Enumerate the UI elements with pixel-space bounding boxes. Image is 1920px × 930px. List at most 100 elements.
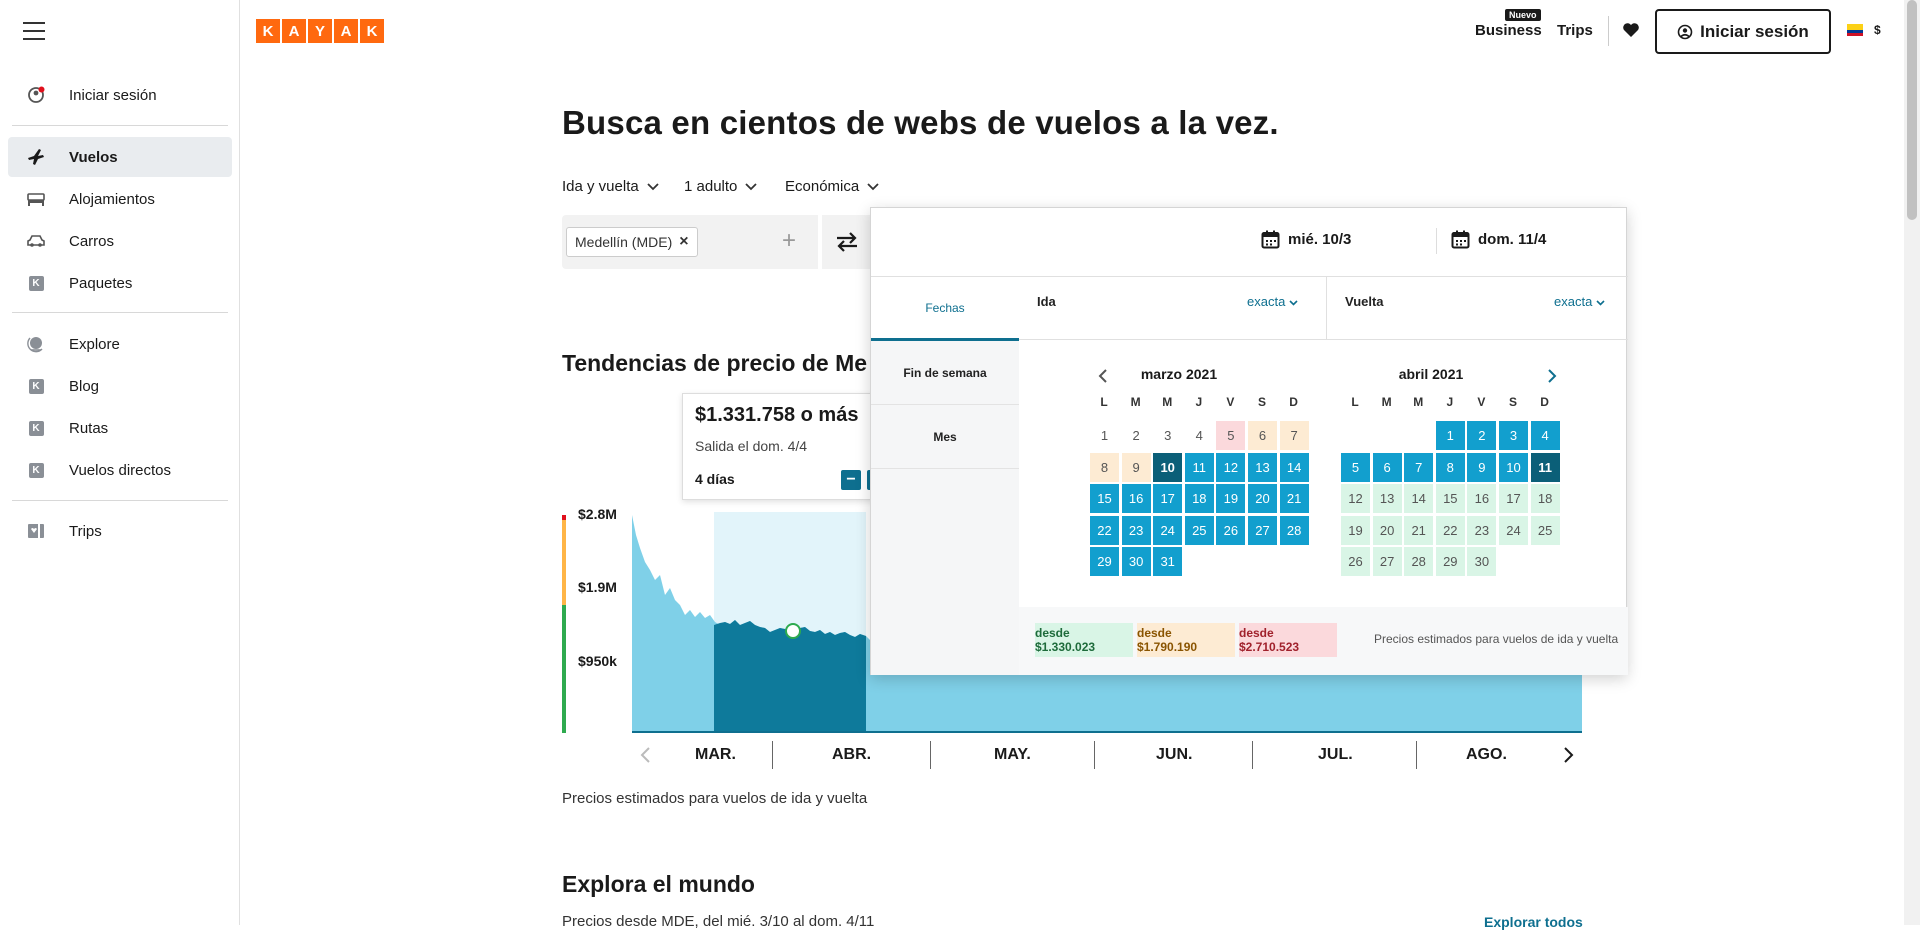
sidebar-item-rutas[interactable]: K Rutas [8, 408, 232, 448]
sidebar-item-paquetes[interactable]: K Paquetes [8, 263, 232, 303]
month-label[interactable]: JUN. [1156, 746, 1193, 763]
calendar-day[interactable]: 30 [1467, 547, 1497, 576]
calendar-day[interactable]: 18 [1184, 484, 1214, 513]
remove-origin-icon[interactable]: × [679, 233, 689, 250]
calendar-day[interactable]: 1 [1100, 428, 1109, 443]
calendar-day[interactable]: 29 [1090, 547, 1119, 576]
calendar-day[interactable]: 16 [1467, 484, 1497, 513]
calendar-day[interactable]: 5 [1216, 421, 1246, 450]
business-link[interactable]: Business [1475, 21, 1542, 39]
calendar-day[interactable]: 3 [1499, 421, 1528, 450]
decrease-days-button[interactable]: − [841, 470, 861, 490]
tab-fechas[interactable]: Fechas [871, 277, 1019, 341]
tab-mes[interactable]: Mes [871, 405, 1019, 469]
calendar-day[interactable]: 23 [1121, 515, 1151, 545]
calendar-day[interactable]: 9 [1467, 452, 1497, 482]
calendar-day[interactable]: 28 [1279, 515, 1309, 545]
calendar-day[interactable]: 14 [1404, 484, 1434, 513]
sidebar-item-explore[interactable]: Explore [8, 324, 232, 364]
calendar-day[interactable]: 26 [1216, 515, 1246, 545]
explore-all-link[interactable]: Explorar todos [1484, 914, 1583, 930]
calendar-day[interactable]: 15 [1435, 484, 1465, 513]
calendar-day[interactable]: 30 [1121, 547, 1151, 576]
calendar-day[interactable]: 7 [1404, 452, 1434, 482]
calendar-day[interactable]: 2 [1467, 421, 1497, 450]
calendar-day[interactable]: 22 [1435, 515, 1465, 545]
chevron-left-icon[interactable] [639, 746, 653, 764]
calendar-day[interactable]: 17 [1153, 484, 1183, 513]
calendar-day[interactable]: 6 [1248, 421, 1277, 450]
calendar-day[interactable]: 3 [1164, 428, 1172, 443]
calendar-day[interactable]: 1 [1435, 421, 1465, 450]
next-month-icon[interactable] [1546, 368, 1558, 384]
calendar-day[interactable]: 25 [1184, 515, 1214, 545]
calendar-day[interactable]: 27 [1248, 515, 1277, 545]
calendar-day[interactable]: 7 [1279, 421, 1309, 450]
calendar-day[interactable]: 15 [1090, 484, 1119, 513]
sidebar-item-blog[interactable]: K Blog [8, 366, 232, 406]
currency-selector[interactable]: $ [1847, 0, 1881, 60]
signin-button[interactable]: Iniciar sesión [1655, 9, 1831, 54]
prev-month-icon[interactable] [1097, 368, 1109, 384]
month-label[interactable]: JUL. [1318, 746, 1353, 763]
depart-date-field[interactable]: mié. 10/3 [1261, 230, 1351, 249]
ida-exacta-dropdown[interactable]: exacta [1247, 294, 1298, 309]
calendar-day[interactable]: 6 [1372, 452, 1402, 482]
month-label[interactable]: MAR. [695, 746, 736, 763]
sidebar-item-trips[interactable]: Trips [8, 511, 232, 551]
chevron-right-icon[interactable] [1561, 746, 1575, 764]
cabin-dropdown[interactable]: Económica [785, 178, 879, 195]
scrollbar-thumb[interactable] [1907, 0, 1917, 220]
month-label[interactable]: AGO. [1466, 746, 1507, 763]
calendar-day[interactable]: 14 [1279, 452, 1309, 482]
calendar-day[interactable]: 5 [1341, 452, 1370, 482]
sidebar-item-carros[interactable]: Carros [8, 221, 232, 261]
calendar-day[interactable]: 24 [1499, 515, 1528, 545]
origin-field[interactable]: Medellín (MDE) × + [562, 215, 818, 269]
calendar-day[interactable]: 24 [1153, 515, 1183, 545]
calendar-day[interactable]: 12 [1341, 484, 1370, 513]
calendar-day[interactable]: 22 [1090, 515, 1119, 545]
add-origin-icon[interactable]: + [782, 227, 797, 254]
calendar-day[interactable]: 16 [1121, 484, 1151, 513]
trips-link[interactable]: Trips [1557, 21, 1593, 39]
calendar-day[interactable]: 25 [1530, 515, 1560, 545]
calendar-day[interactable]: 12 [1216, 452, 1246, 482]
calendar-day[interactable]: 13 [1248, 452, 1277, 482]
calendar-day[interactable]: 13 [1372, 484, 1402, 513]
month-label[interactable]: ABR. [832, 746, 872, 763]
calendar-day[interactable]: 21 [1279, 484, 1309, 513]
calendar-day[interactable]: 23 [1467, 515, 1497, 545]
heart-icon[interactable] [1622, 0, 1640, 60]
calendar-day[interactable]: 26 [1341, 547, 1370, 576]
sidebar-item-vuelos-directos[interactable]: K Vuelos directos [8, 450, 232, 490]
calendar-day[interactable]: 19 [1341, 515, 1370, 545]
calendar-day[interactable]: 8 [1435, 452, 1465, 482]
return-date-field[interactable]: dom. 11/4 [1451, 230, 1546, 249]
month-label[interactable]: MAY. [994, 746, 1031, 763]
calendar-day[interactable]: 10 [1499, 452, 1528, 482]
calendar-day[interactable]: 20 [1248, 484, 1277, 513]
calendar-day[interactable]: 19 [1216, 484, 1246, 513]
calendar-day[interactable]: 8 [1090, 452, 1119, 482]
calendar-day[interactable]: 9 [1121, 452, 1151, 482]
sidebar-item-alojamientos[interactable]: Alojamientos [8, 179, 232, 219]
sidebar-item-vuelos[interactable]: Vuelos [8, 137, 232, 177]
calendar-day[interactable]: 4 [1195, 428, 1203, 443]
calendar-day[interactable]: 4 [1530, 421, 1560, 450]
calendar-day[interactable]: 27 [1372, 547, 1402, 576]
calendar-day[interactable]: 20 [1372, 515, 1402, 545]
calendar-day[interactable]: 17 [1499, 484, 1528, 513]
calendar-day[interactable]: 11 [1530, 452, 1560, 482]
calendar-day[interactable]: 28 [1404, 547, 1434, 576]
trip-type-dropdown[interactable]: Ida y vuelta [562, 178, 659, 195]
calendar-day[interactable]: 31 [1153, 547, 1183, 576]
kayak-logo[interactable]: K A Y A K [256, 19, 386, 43]
calendar-day[interactable]: 2 [1132, 428, 1140, 443]
page-scrollbar[interactable] [1904, 0, 1920, 925]
calendar-day[interactable]: 11 [1184, 452, 1214, 482]
calendar-day[interactable]: 21 [1404, 515, 1434, 545]
tab-fin-de-semana[interactable]: Fin de semana [871, 341, 1019, 405]
swap-button[interactable] [822, 215, 872, 269]
calendar-day[interactable]: 29 [1435, 547, 1465, 576]
